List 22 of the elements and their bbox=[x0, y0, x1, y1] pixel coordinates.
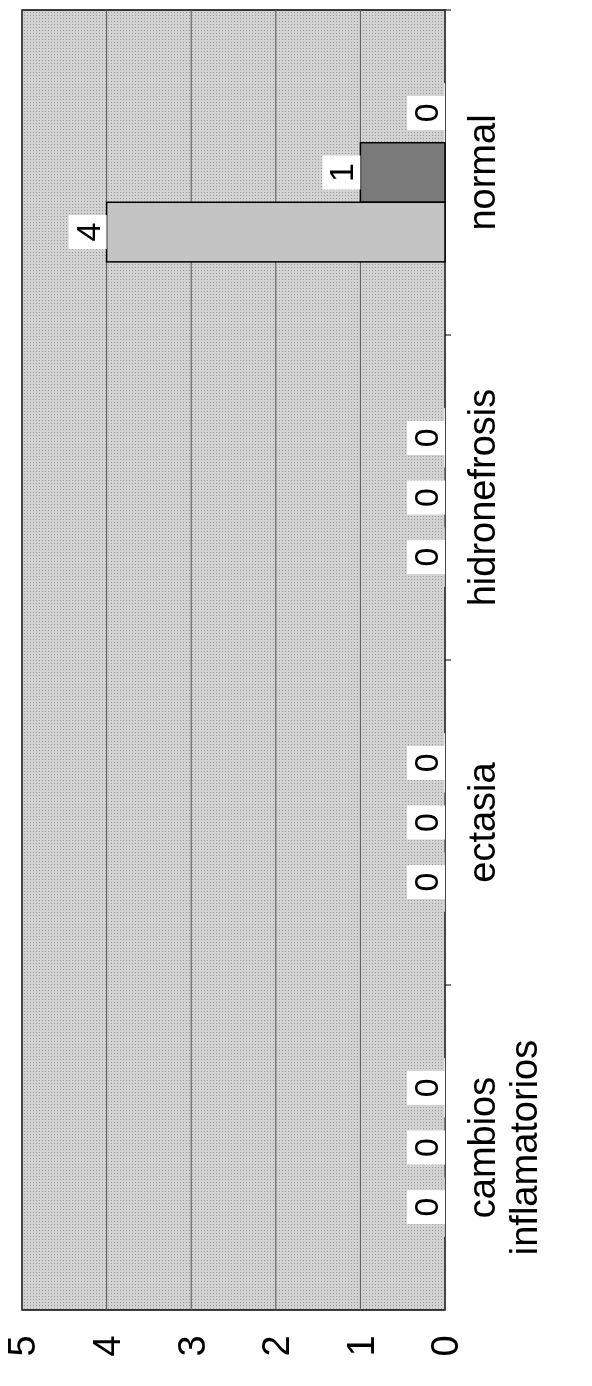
y-tick-label: ectasia bbox=[461, 761, 503, 883]
y-tick-label: hidronefrosis bbox=[461, 388, 503, 607]
x-tick-label: 2 bbox=[255, 1335, 298, 1357]
data-label: 0 bbox=[406, 1138, 445, 1157]
x-tick-label: 5 bbox=[1, 1335, 44, 1357]
data-label: 0 bbox=[406, 813, 445, 832]
data-label: 0 bbox=[406, 872, 445, 892]
x-tick-label: 1 bbox=[339, 1335, 382, 1357]
data-label: 0 bbox=[406, 428, 445, 448]
y-tick-label: normal bbox=[461, 114, 503, 231]
y-tick-label: cambios inflamatorios bbox=[461, 1039, 545, 1256]
x-tick-label: 3 bbox=[170, 1335, 213, 1357]
data-label: 0 bbox=[406, 488, 445, 507]
data-label: 4 bbox=[68, 222, 107, 242]
x-tick-label: 0 bbox=[424, 1335, 467, 1357]
x-tick-label: 4 bbox=[85, 1335, 128, 1357]
data-label: 0 bbox=[406, 1197, 445, 1217]
data-label: 1 bbox=[322, 163, 361, 182]
data-label: 0 bbox=[406, 103, 445, 123]
data-label: 0 bbox=[406, 547, 445, 567]
data-label: 0 bbox=[406, 1078, 445, 1098]
data-label: 0 bbox=[406, 753, 445, 773]
